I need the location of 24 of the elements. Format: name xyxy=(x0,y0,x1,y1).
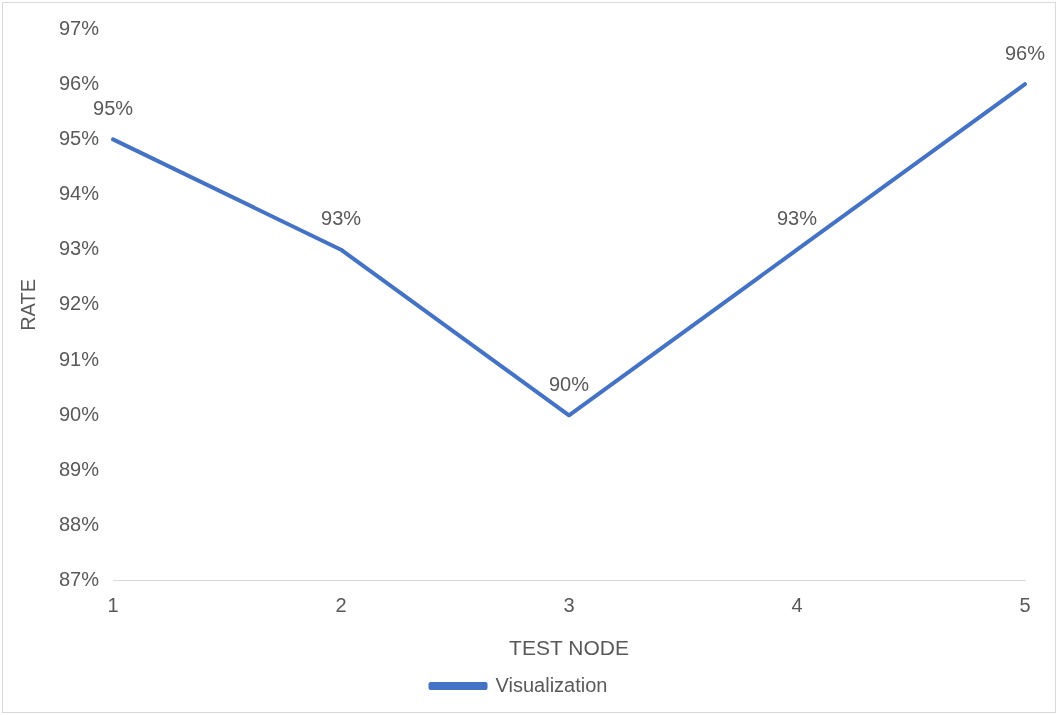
y-axis-title: RATE xyxy=(16,278,39,331)
data-label: 96% xyxy=(1004,41,1046,64)
x-tick-label: 3 xyxy=(563,594,575,617)
y-tick-label: 94% xyxy=(59,182,100,205)
data-label: 93% xyxy=(321,207,362,230)
y-tick-label: 91% xyxy=(59,347,100,370)
x-tick-label: 5 xyxy=(1019,594,1031,617)
y-tick-label: 97% xyxy=(59,16,100,39)
data-label: 93% xyxy=(776,207,818,230)
x-tick-label: 4 xyxy=(791,594,803,617)
y-tick-label: 92% xyxy=(59,292,100,315)
y-tick-label: 87% xyxy=(59,568,100,591)
y-tick-label: 90% xyxy=(59,402,100,425)
y-tick-label: 96% xyxy=(59,71,100,94)
data-label: 95% xyxy=(93,96,134,119)
data-label: 90% xyxy=(549,372,590,395)
y-tick-label: 89% xyxy=(59,457,100,480)
x-tick-label: 2 xyxy=(335,594,347,617)
y-tick-label: 93% xyxy=(59,237,100,260)
y-tick-label: 95% xyxy=(59,126,100,149)
x-axis-title: TEST NODE xyxy=(509,636,629,660)
y-tick-label: 88% xyxy=(59,513,100,536)
x-tick-label: 1 xyxy=(107,594,119,617)
legend-label: Visualization xyxy=(495,673,608,696)
